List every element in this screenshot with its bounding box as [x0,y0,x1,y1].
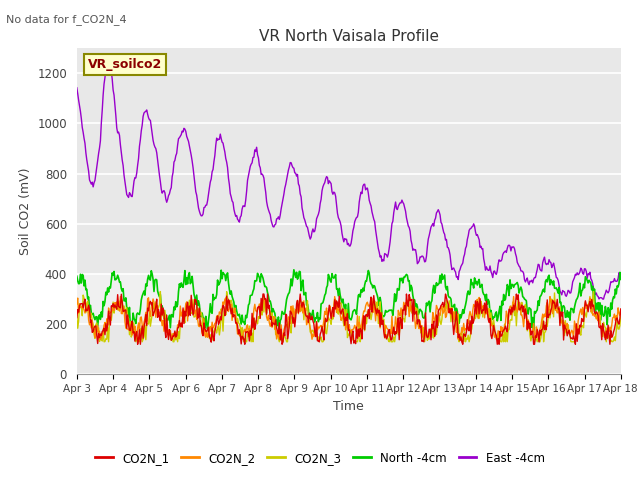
Text: VR_soilco2: VR_soilco2 [88,58,162,71]
CO2N_1 [134,341,141,347]
CO2N_1 [170,333,178,339]
East -4cm [617,274,625,279]
North -4cm [213,292,221,298]
CO2N_2 [73,301,81,307]
Line: East -4cm: East -4cm [77,68,621,299]
North -4cm [483,301,491,307]
CO2N_2 [438,303,445,309]
CO2N_1 [73,315,81,321]
CO2N_3 [100,339,108,345]
North -4cm [530,328,538,334]
East -4cm [483,266,491,272]
CO2N_3 [321,315,328,321]
CO2N_3 [157,288,164,294]
North -4cm [169,314,177,320]
East -4cm [320,181,328,187]
CO2N_3 [484,309,492,315]
Line: North -4cm: North -4cm [77,270,621,331]
North -4cm [394,287,402,293]
CO2N_2 [617,307,625,313]
CO2N_2 [116,294,124,300]
North -4cm [617,276,625,282]
CO2N_1 [396,337,403,343]
CO2N_2 [171,335,179,341]
CO2N_1 [321,322,328,328]
CO2N_3 [171,332,179,337]
X-axis label: Time: Time [333,400,364,413]
Bar [77,274,621,324]
North -4cm [290,267,298,273]
CO2N_2 [321,309,328,314]
East -4cm [170,159,178,165]
East -4cm [73,85,81,91]
CO2N_1 [259,291,267,297]
Line: CO2N_2: CO2N_2 [77,297,621,339]
CO2N_2 [214,316,222,322]
CO2N_2 [484,312,492,318]
East -4cm [214,137,221,143]
Legend: CO2N_1, CO2N_2, CO2N_3, North -4cm, East -4cm: CO2N_1, CO2N_2, CO2N_3, North -4cm, East… [90,447,550,469]
North -4cm [320,297,328,302]
Line: CO2N_1: CO2N_1 [77,294,621,344]
CO2N_3 [617,313,625,319]
CO2N_2 [97,336,104,342]
North -4cm [437,280,445,286]
North -4cm [73,273,81,279]
East -4cm [104,65,111,71]
Text: No data for f_CO2N_4: No data for f_CO2N_4 [6,14,127,25]
East -4cm [394,204,402,209]
CO2N_1 [484,316,492,322]
Y-axis label: Soil CO2 (mV): Soil CO2 (mV) [19,168,32,255]
CO2N_1 [438,302,445,308]
Line: CO2N_3: CO2N_3 [77,291,621,342]
East -4cm [437,219,445,225]
CO2N_2 [396,311,403,317]
CO2N_1 [214,313,221,319]
Title: VR North Vaisala Profile: VR North Vaisala Profile [259,29,439,44]
CO2N_1 [617,306,625,312]
East -4cm [599,296,607,302]
CO2N_3 [214,323,222,328]
CO2N_3 [396,332,403,337]
CO2N_3 [438,316,445,322]
CO2N_3 [73,312,81,318]
